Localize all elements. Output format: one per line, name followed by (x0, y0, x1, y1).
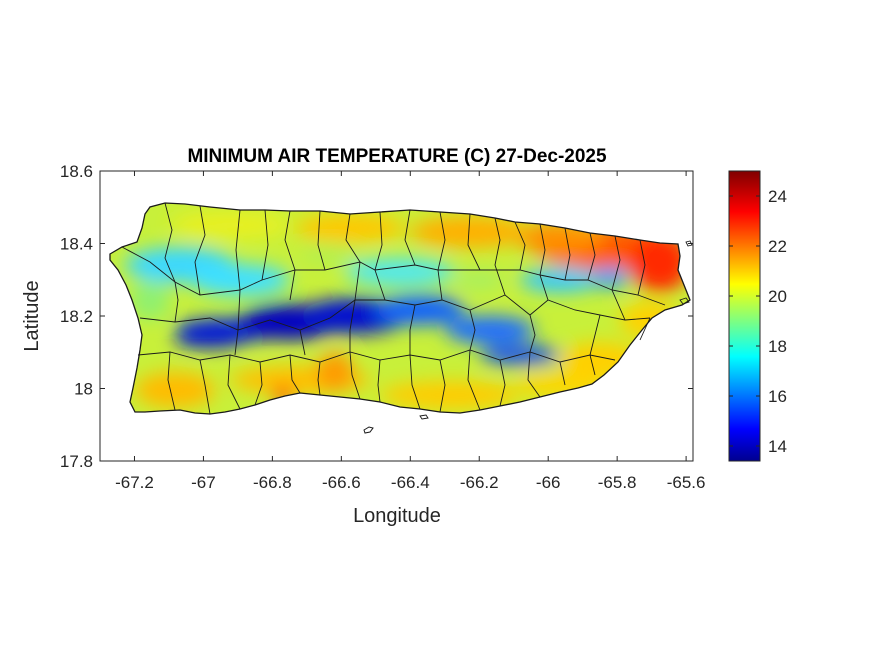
temperature-patch (170, 211, 290, 239)
temperature-patch (375, 295, 465, 325)
colorbar-tick-label: 20 (768, 287, 787, 306)
municipal-boundary (437, 211, 446, 301)
temperature-patch (175, 332, 245, 348)
municipal-boundary (199, 359, 211, 415)
x-tick-label: -66.8 (253, 473, 292, 492)
x-tick-label: -65.6 (667, 473, 706, 492)
y-tick-label: 18.4 (60, 235, 93, 254)
islet (685, 240, 693, 247)
x-tick-label: -66.4 (391, 473, 430, 492)
municipal-boundary (589, 354, 596, 376)
municipal-boundary (439, 359, 446, 413)
municipal-boundary (409, 354, 421, 410)
municipal-boundary (194, 205, 206, 296)
temperature-patch (345, 258, 455, 286)
temperature-patch (380, 381, 520, 409)
municipal-boundary (611, 235, 626, 321)
temperature-patch (135, 372, 215, 408)
colorbar-tick-label: 16 (768, 387, 787, 406)
temperature-patch (630, 232, 690, 292)
colorbar-gradient (728, 170, 761, 462)
municipal-boundary (499, 359, 506, 407)
municipal-boundary (317, 210, 326, 271)
municipal-boundary (167, 351, 176, 411)
municipal-boundary (514, 221, 526, 271)
y-tick-label: 18.2 (60, 307, 93, 326)
municipal-boundary (284, 210, 296, 301)
x-tick-label: -65.8 (598, 473, 637, 492)
municipal-boundary (587, 232, 596, 281)
municipal-boundary (494, 217, 506, 296)
temperature-patch (190, 264, 290, 296)
municipal-boundary (174, 281, 179, 323)
y-tick-label: 17.8 (60, 452, 93, 471)
municipal-boundary (299, 329, 306, 356)
islet (679, 297, 690, 305)
municipal-boundary (409, 304, 416, 355)
municipal-boundary (234, 329, 239, 356)
x-tick-label: -67 (191, 473, 216, 492)
islet-caja-de-muertos (363, 426, 374, 434)
temperature-patch (590, 268, 630, 288)
temperature-patch (130, 280, 170, 320)
municipal-boundary (527, 351, 541, 398)
colorbar-ticks: 24 22 20 18 16 14 (729, 187, 787, 456)
municipal-boundary (469, 309, 476, 351)
colorbar-tick-label: 24 (768, 187, 787, 206)
municipal-boundary (261, 209, 269, 281)
y-tick-label: 18 (74, 380, 93, 399)
islet (419, 414, 429, 420)
municipal-boundary (374, 211, 386, 301)
municipal-boundary (637, 239, 646, 296)
municipal-boundary (539, 223, 549, 301)
municipal-boundary (289, 354, 301, 394)
x-axis-label: Longitude (353, 505, 441, 527)
temperature-patch (295, 214, 405, 242)
colorbar-tick-label: 18 (768, 337, 787, 356)
municipal-boundary (404, 209, 416, 266)
municipal-boundary (349, 351, 361, 400)
municipal-boundary (467, 213, 481, 271)
temperature-patch (300, 245, 360, 265)
municipal-boundary (349, 299, 356, 352)
municipal-boundary (564, 227, 571, 281)
temperature-patch (445, 316, 535, 344)
colorbar-tick-label: 14 (768, 437, 787, 456)
temperature-patch (317, 352, 353, 392)
municipal-boundary (467, 349, 481, 411)
municipal-boundary (345, 213, 361, 301)
municipal-boundary (164, 202, 176, 283)
map-title: MINIMUM AIR TEMPERATURE (C) 27-Dec-2025 (187, 146, 607, 167)
municipal-boundary (589, 314, 601, 356)
x-axis: -67.2 -67 -66.8 -66.6 -66.4 -66.2 -66 -65.8 -65.… (115, 171, 705, 492)
temperature-patch (455, 270, 505, 290)
municipal-boundary (529, 314, 536, 353)
colorbar-tick-label: 22 (768, 237, 787, 256)
island-coastline (109, 202, 691, 415)
municipal-boundary (639, 317, 651, 341)
y-tick-label: 18.6 (60, 162, 93, 181)
map-axes: -67.2 -67 -66.8 -66.6 -66.4 -66.2 -66 -65.8 -65.… (60, 162, 706, 492)
y-axis-label: Latitude (21, 280, 43, 351)
x-tick-label: -66.2 (460, 473, 499, 492)
municipal-boundary (559, 361, 566, 386)
municipal-boundary (317, 361, 321, 396)
municipal-boundary (377, 359, 381, 403)
municipal-boundary (121, 246, 666, 306)
x-tick-label: -66.6 (322, 473, 361, 492)
municipal-boundary (254, 361, 263, 406)
municipal-boundary (227, 354, 241, 410)
x-tick-label: -67.2 (115, 473, 154, 492)
municipal-boundaries (121, 202, 666, 415)
colorbar: 24 22 20 18 16 14 (728, 170, 787, 462)
x-tick-label: -66 (536, 473, 561, 492)
municipal-boundary (235, 209, 241, 331)
y-axis: 18.6 18.4 18.2 18 17.8 (60, 162, 693, 471)
